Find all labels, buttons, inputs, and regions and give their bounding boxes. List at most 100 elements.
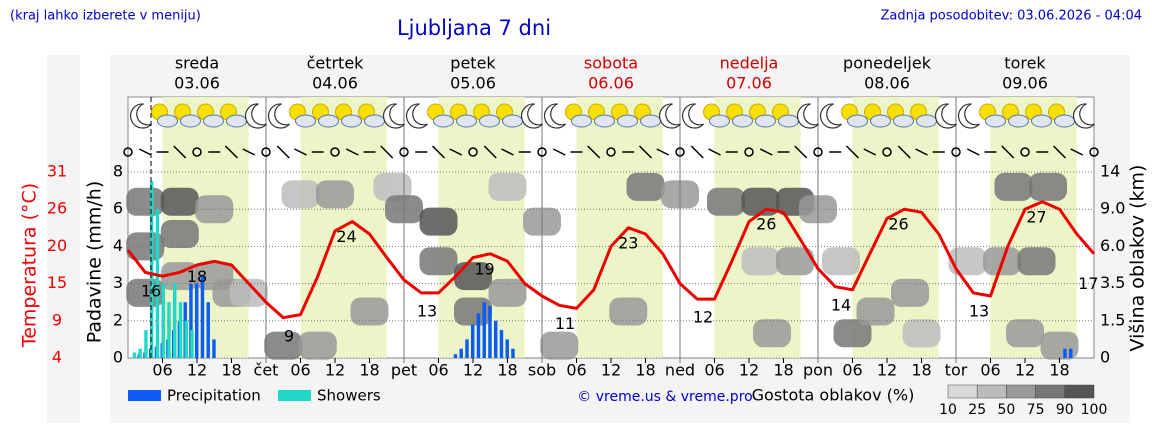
y-tick-label: 20 — [47, 236, 67, 255]
precip-tick-label: 2 — [113, 310, 123, 329]
axis-panel — [47, 55, 80, 423]
x-tick-label: 18 — [773, 361, 793, 380]
calm-wind — [744, 147, 754, 157]
precipitation-bar — [482, 302, 486, 358]
x-tick-label: 06 — [290, 361, 310, 380]
cloud-scale-box — [1006, 384, 1036, 399]
cloud-icon — [1008, 114, 1029, 128]
cloud-cell — [822, 247, 860, 276]
shower-bar — [190, 330, 194, 358]
shower-bar — [155, 209, 160, 358]
cloud-icon — [180, 114, 201, 128]
moon-icon — [244, 103, 267, 129]
x-tick-label: 12 — [325, 361, 345, 380]
x-tick-label: ned — [665, 361, 695, 380]
cloud-icon — [778, 114, 799, 128]
cloud-scale-box — [1064, 384, 1095, 399]
cloud-icon — [456, 114, 477, 128]
credit: © vreme.us & vreme.pro — [577, 389, 752, 405]
y2-tick-label: 6.0 — [1100, 236, 1125, 255]
cloud-icon — [594, 114, 615, 128]
wind-barb — [845, 145, 860, 159]
shower-bar — [138, 348, 142, 358]
wind-barb — [1070, 148, 1084, 156]
calm-wind — [399, 147, 409, 157]
precipitation-bar — [505, 339, 509, 358]
wind-barb — [449, 148, 463, 156]
cloud-cell — [891, 278, 929, 307]
wind-barb — [656, 148, 670, 156]
daylight-bands — [162, 97, 1077, 358]
cloud-icon — [364, 114, 385, 128]
x-tick-label: 18 — [221, 361, 241, 380]
legend-label: Showers — [317, 387, 381, 405]
precip-tick-label: 0 — [113, 348, 123, 367]
precipitation-bars — [132, 181, 1073, 358]
precipitation-bar — [511, 348, 515, 358]
moon-icon — [819, 103, 842, 129]
y-tick-label: 9 — [52, 310, 62, 329]
x-tick-label: 18 — [635, 361, 655, 380]
cloud-icon — [732, 114, 753, 128]
y2-tick-label: 14 — [1100, 162, 1120, 181]
cloud-cell — [350, 297, 389, 326]
x-tick-label: 18 — [911, 361, 931, 380]
x-tick-label: 18 — [497, 361, 517, 380]
moon-icon — [957, 103, 980, 129]
shower-bar — [161, 283, 165, 358]
cloud-cell — [229, 278, 268, 307]
moon-icon — [796, 103, 819, 129]
wind-barb — [759, 148, 773, 156]
cloud-icon — [870, 114, 891, 128]
y2-tick-label: 3.5 — [1100, 273, 1125, 292]
calm-wind — [261, 147, 271, 157]
precipitation-bar — [189, 283, 193, 358]
calm-wind — [675, 147, 685, 157]
precipitation-bar — [1068, 348, 1073, 358]
cloud-cell — [609, 297, 648, 326]
cloud-icon — [502, 114, 523, 128]
precipitation-bar — [1063, 348, 1067, 358]
y-tick-label: 4 — [52, 348, 62, 367]
wind-barb — [690, 145, 704, 159]
daylight-band — [990, 97, 1077, 358]
day-name: nedelja — [720, 54, 779, 73]
temperature-label: 26 — [888, 215, 908, 234]
calm-wind — [468, 147, 478, 157]
temperature-label: 17 — [1078, 274, 1098, 293]
cloud-cell — [298, 331, 337, 360]
precip-tick-label: 3 — [113, 273, 123, 292]
cloud-cell — [1017, 247, 1056, 276]
wind-barb — [1001, 145, 1015, 159]
temperature-label: 26 — [756, 215, 776, 234]
weather-icons — [129, 103, 1095, 129]
x-tick-label: tor — [945, 361, 968, 380]
temperature-label: 13 — [417, 302, 437, 321]
cloud-cell — [488, 278, 527, 307]
cloud-scale-box — [947, 384, 978, 399]
shower-bar — [132, 352, 137, 358]
wind-barb — [587, 145, 601, 159]
cloud-scale-tick: 50 — [997, 402, 1015, 418]
precipitation-bar — [200, 276, 205, 358]
shower-bar — [167, 302, 171, 358]
y2-tick-label: 9.0 — [1100, 199, 1125, 218]
cloud-icon — [479, 114, 500, 128]
precipitation-bar — [493, 320, 498, 358]
cloud-icon — [755, 114, 776, 128]
precipitation-bar — [453, 354, 458, 358]
calm-wind — [882, 147, 892, 157]
cloud-cell — [1029, 172, 1067, 201]
cloud-icon — [709, 114, 730, 128]
calm-wind — [951, 147, 961, 157]
cloud-cell — [419, 207, 458, 236]
x-tick-label: 06 — [152, 361, 172, 380]
cloud-scale-tick: 10 — [939, 402, 957, 418]
calm-wind — [606, 147, 616, 157]
cloud-cell — [264, 331, 303, 360]
shower-bar — [172, 283, 177, 358]
temperature-label: 11 — [555, 314, 575, 333]
wind-barb — [242, 148, 256, 156]
temperature-label: 12 — [693, 308, 713, 327]
cloud-icon — [295, 114, 316, 128]
